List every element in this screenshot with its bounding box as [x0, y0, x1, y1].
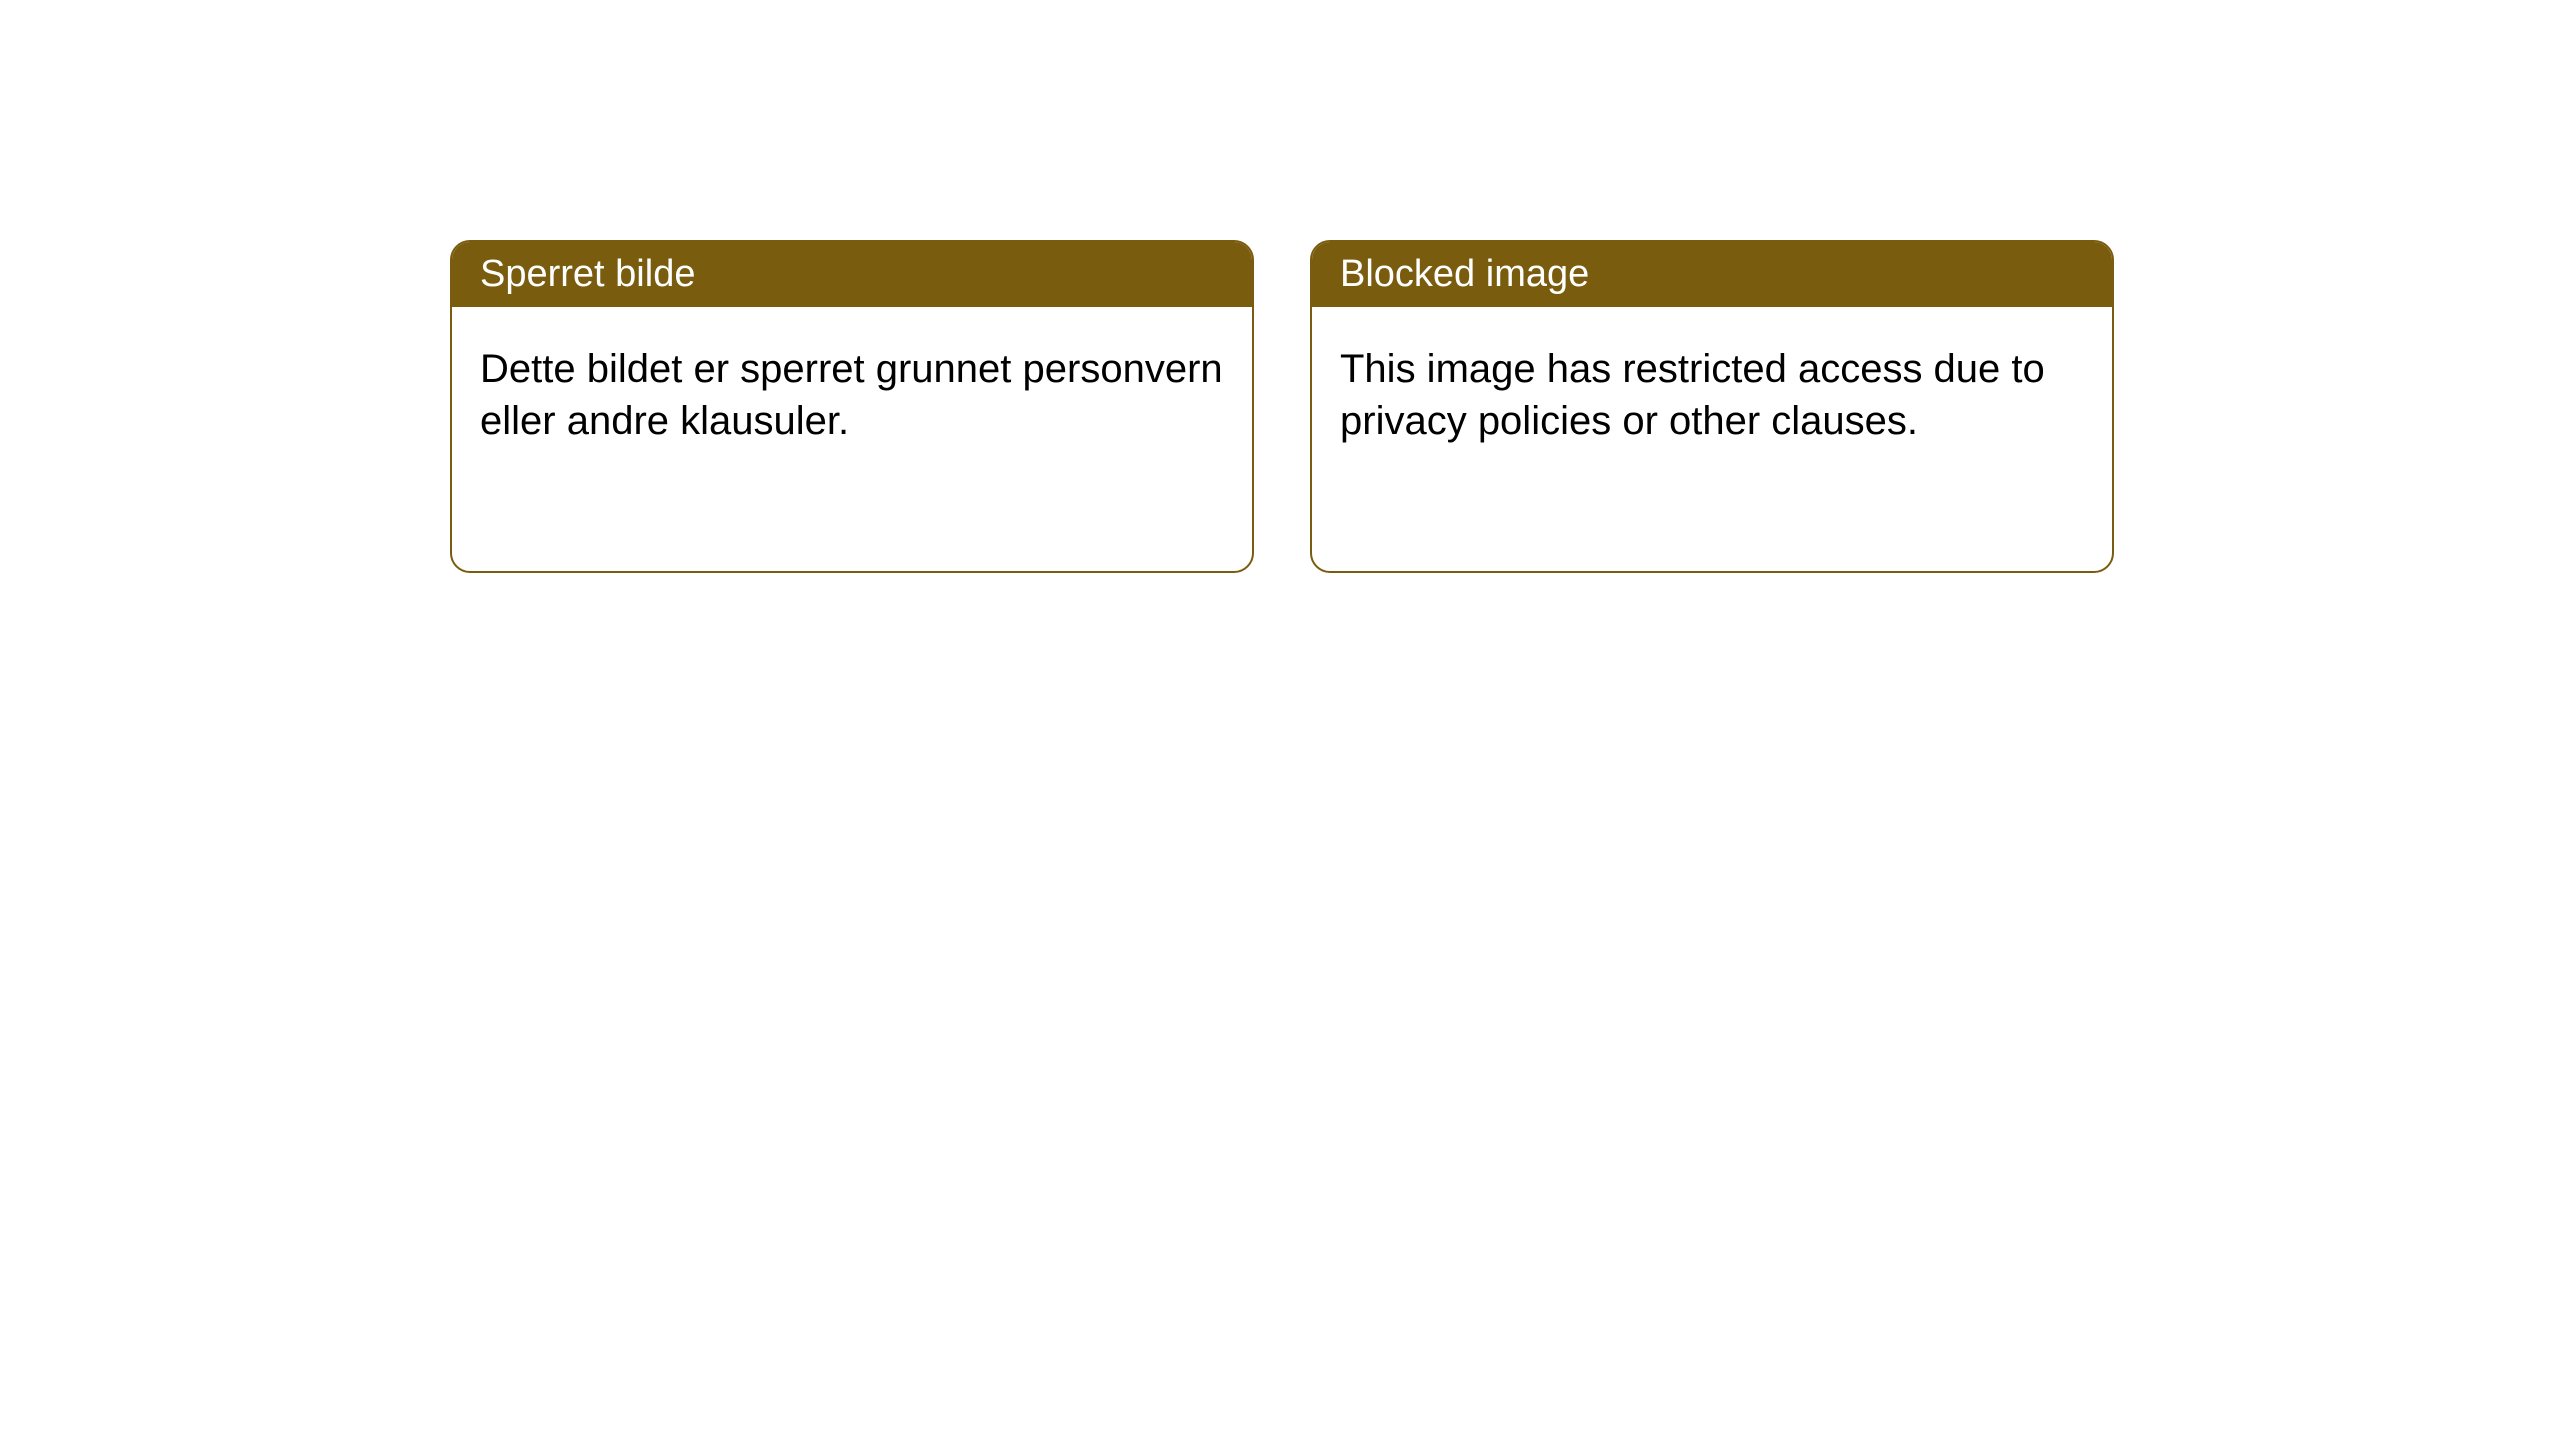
- notice-body-text: This image has restricted access due to …: [1340, 347, 2045, 443]
- notice-body-text: Dette bildet er sperret grunnet personve…: [480, 347, 1223, 443]
- notice-cards-container: Sperret bilde Dette bildet er sperret gr…: [0, 0, 2560, 573]
- notice-card-english: Blocked image This image has restricted …: [1310, 240, 2114, 573]
- notice-card-header: Blocked image: [1312, 242, 2112, 307]
- notice-card-body: This image has restricted access due to …: [1312, 307, 2112, 483]
- notice-card-body: Dette bildet er sperret grunnet personve…: [452, 307, 1252, 483]
- notice-card-norwegian: Sperret bilde Dette bildet er sperret gr…: [450, 240, 1254, 573]
- notice-header-text: Blocked image: [1340, 253, 1589, 295]
- notice-card-header: Sperret bilde: [452, 242, 1252, 307]
- notice-header-text: Sperret bilde: [480, 253, 695, 295]
